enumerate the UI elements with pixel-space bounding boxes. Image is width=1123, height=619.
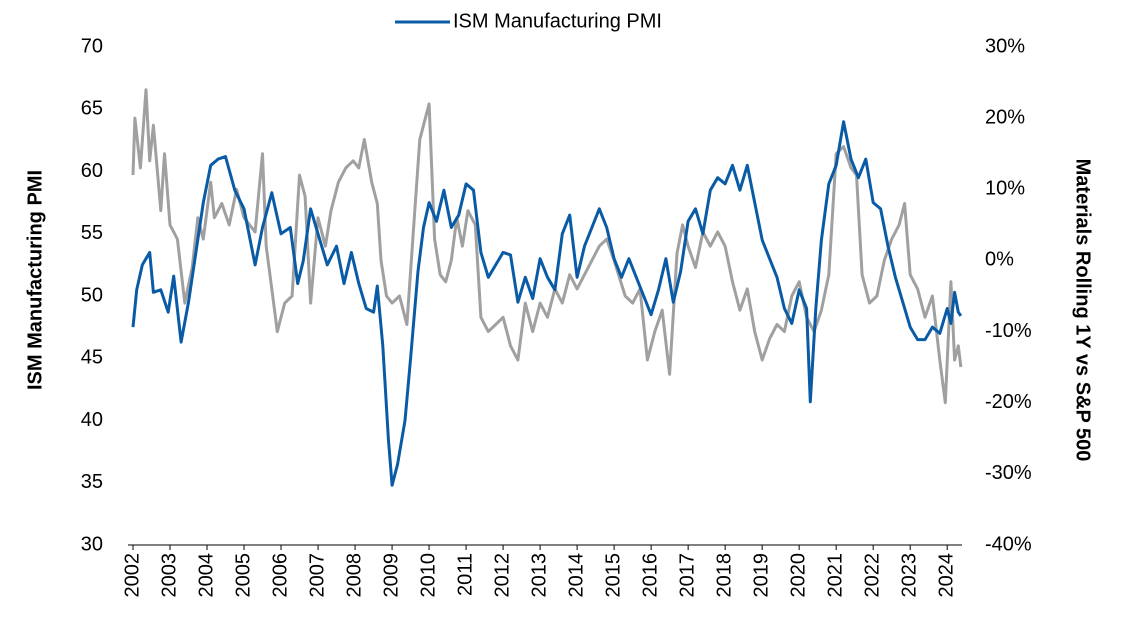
series-line bbox=[131, 120, 963, 487]
y-tick-label: 40 bbox=[81, 409, 103, 431]
x-tick-label: 2012 bbox=[491, 553, 513, 598]
x-tick-label: 2004 bbox=[195, 553, 217, 598]
y2-tick-label: 30% bbox=[985, 35, 1025, 57]
x-tick-label: 2024 bbox=[935, 553, 957, 598]
x-tick-label: 2021 bbox=[824, 553, 846, 598]
x-tick-label: 2014 bbox=[565, 553, 587, 598]
y-tick-label: 70 bbox=[81, 35, 103, 57]
y2-tick-label: 10% bbox=[985, 178, 1025, 200]
x-tick-label: 2023 bbox=[898, 553, 920, 598]
series-line bbox=[131, 88, 963, 405]
y-tick-label: 35 bbox=[81, 471, 103, 493]
y-tick-label: 45 bbox=[81, 347, 103, 369]
x-tick-label: 2018 bbox=[713, 553, 735, 598]
y-tick-label: 30 bbox=[81, 533, 103, 555]
x-tick-label: 2019 bbox=[750, 553, 772, 598]
x-tick-label: 2003 bbox=[158, 553, 180, 598]
x-tick-label: 2005 bbox=[232, 553, 254, 598]
x-tick-label: 2022 bbox=[861, 553, 883, 598]
x-tick-label: 2006 bbox=[269, 553, 291, 598]
legend-label: ISM Manufacturing PMI bbox=[453, 10, 662, 32]
x-tick-label: 2008 bbox=[343, 553, 365, 598]
x-tick-label: 2015 bbox=[602, 553, 624, 598]
x-tick-label: 2007 bbox=[306, 553, 328, 598]
x-tick-label: 2002 bbox=[121, 553, 143, 598]
x-tick-label: 2017 bbox=[676, 553, 698, 598]
y-tick-label: 65 bbox=[81, 98, 103, 120]
y-tick-label: 60 bbox=[81, 160, 103, 182]
y2-tick-label: -20% bbox=[985, 391, 1032, 413]
y2-tick-label: -30% bbox=[985, 462, 1032, 484]
y2-axis-label: Materials Rolling 1Y vs S&P 500 bbox=[1072, 159, 1094, 462]
y2-tick-label: -40% bbox=[985, 533, 1032, 555]
x-tick-label: 2009 bbox=[380, 553, 402, 598]
x-tick-label: 2011 bbox=[454, 553, 476, 596]
x-tick-label: 2010 bbox=[417, 553, 439, 598]
y-tick-label: 50 bbox=[81, 284, 103, 306]
x-tick-label: 2020 bbox=[787, 553, 809, 598]
x-tick-label: 2016 bbox=[639, 553, 661, 598]
x-tick-label: 2013 bbox=[528, 553, 550, 598]
y-tick-label: 55 bbox=[81, 222, 103, 244]
y2-tick-label: 0% bbox=[985, 249, 1014, 271]
y2-tick-label: -10% bbox=[985, 320, 1032, 342]
y-axis-label: ISM Manufacturing PMI bbox=[24, 170, 46, 390]
y2-tick-label: 20% bbox=[985, 106, 1025, 128]
